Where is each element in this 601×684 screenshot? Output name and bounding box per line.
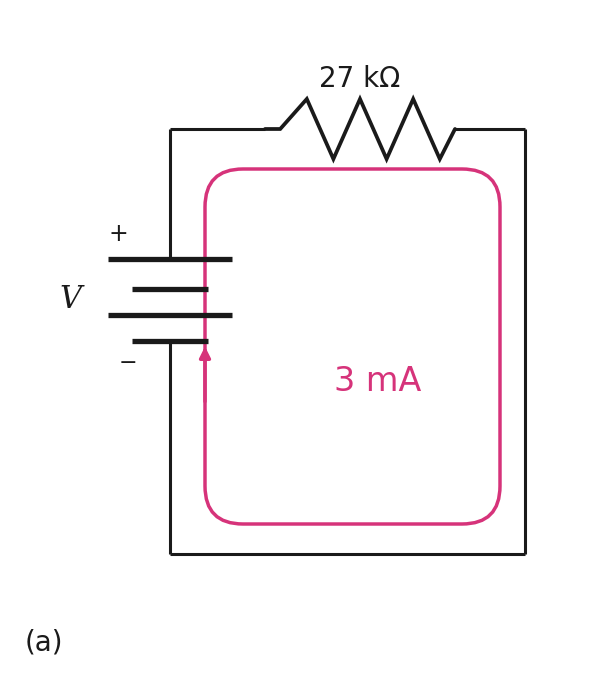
Text: 3 mA: 3 mA [334, 365, 421, 398]
Text: +: + [108, 222, 128, 246]
Text: V: V [59, 285, 81, 315]
Text: 27 kΩ: 27 kΩ [319, 65, 401, 93]
Text: (a): (a) [25, 628, 64, 656]
Text: −: − [118, 353, 137, 373]
